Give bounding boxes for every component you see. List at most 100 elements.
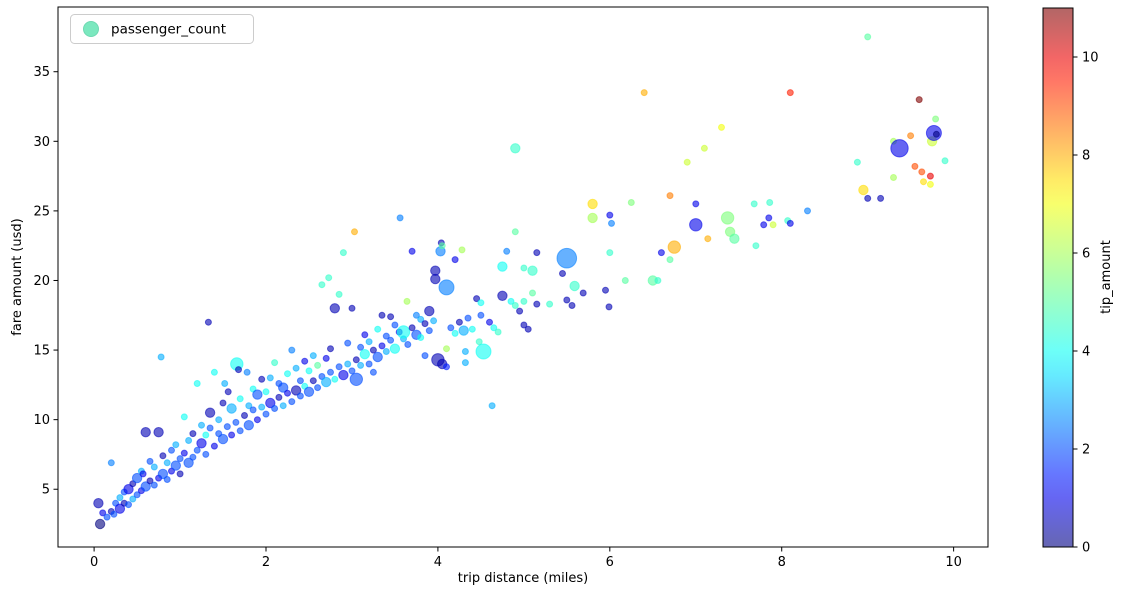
data-point [344,360,352,368]
data-point [396,214,404,222]
data-point [133,491,141,499]
data-point [447,324,455,332]
data-point [241,412,248,419]
data-point [378,311,386,319]
data-point [140,427,151,438]
data-point [349,372,363,386]
data-point [424,305,435,317]
data-point [243,368,251,376]
data-point [275,393,283,401]
data-point [153,427,164,438]
data-point [157,353,165,361]
data-point [404,341,412,348]
data-point [430,273,441,285]
data-point [202,450,210,458]
y-tick-label: 25 [33,204,50,219]
data-point [309,377,317,385]
data-point [920,178,927,186]
data-point [932,130,940,138]
data-point [510,143,521,154]
data-point [140,481,151,492]
data-point [348,304,356,312]
data-point [338,369,349,381]
data-point [477,311,485,319]
data-point [657,249,665,257]
data-point [296,377,304,385]
colorbar-tick-label: 0 [1082,541,1090,556]
data-point [941,157,949,165]
data-point [451,256,459,264]
data-point [245,402,253,410]
x-tick-label: 4 [434,555,442,570]
data-point [271,405,279,412]
data-point [497,261,508,272]
y-tick-label: 5 [42,483,50,498]
data-point [627,199,635,206]
data-point [94,518,106,530]
data-point [579,289,587,297]
data-point [608,219,615,227]
data-point [520,321,528,329]
data-point [296,392,304,400]
data-point [926,180,934,188]
data-point [243,420,255,431]
data-point [587,198,598,210]
y-tick-label: 30 [33,135,50,150]
data-point [327,345,334,353]
data-point [116,494,124,502]
data-point [455,318,463,326]
data-point [606,211,614,219]
colorbar-gradient [1043,8,1073,547]
data-point [374,325,382,333]
data-point [193,446,201,454]
data-point [217,433,229,445]
data-point [284,389,291,397]
data-point [605,303,613,311]
x-axis-label: trip distance (miles) [458,571,588,586]
data-point [890,139,909,158]
data-point [223,423,231,431]
data-point [804,207,811,215]
data-point [533,249,541,257]
data-point [511,228,519,236]
data-point [640,89,648,97]
data-point [322,354,330,362]
data-point [587,212,598,224]
data-point [907,132,915,140]
data-point [546,300,554,308]
data-point [458,246,466,254]
colorbar-tick-label: 4 [1082,345,1090,360]
data-point [176,455,184,463]
data-point [131,472,143,484]
data-point [443,345,450,353]
data-point [210,368,218,376]
data-point [93,498,104,509]
data-point [486,318,493,326]
data-point [718,123,725,131]
data-point [232,418,240,426]
data-point [497,290,508,301]
data-point [150,481,158,489]
data-point [331,375,339,383]
data-point [911,162,919,170]
data-point [602,286,609,294]
data-point [271,359,279,367]
y-tick-label: 20 [33,274,50,289]
data-point [503,247,511,255]
data-point [139,470,147,478]
data-point [769,221,777,229]
data-point [168,446,175,454]
data-point [258,403,266,411]
data-point [689,218,703,232]
data-point [339,249,347,257]
data-point [507,297,515,305]
data-point [766,199,774,206]
data-point [389,343,401,354]
data-point [290,385,302,396]
data-point [438,279,455,296]
data-point [185,437,193,444]
data-point [146,457,154,465]
data-point [667,240,681,254]
colorbar-tick-label: 6 [1082,247,1090,262]
x-tick-label: 0 [90,555,98,570]
